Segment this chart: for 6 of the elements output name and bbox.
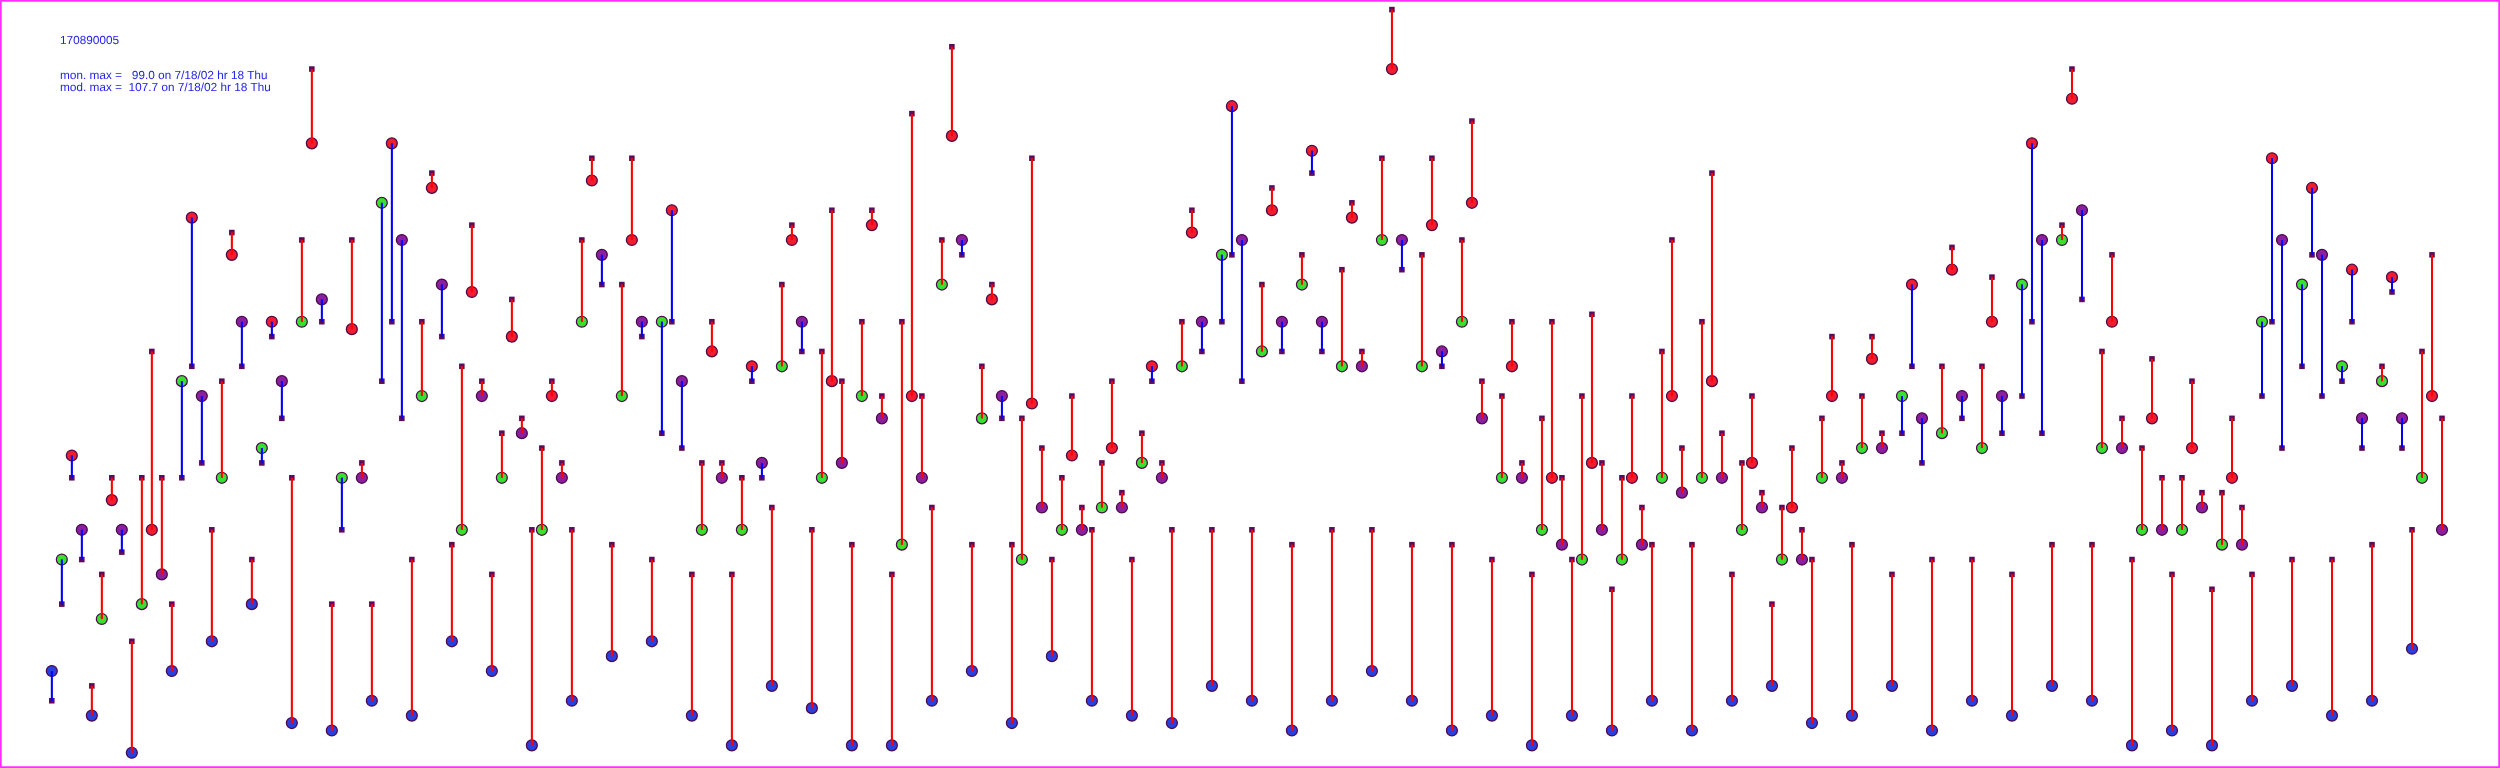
text: 170890005 <box>60 35 119 45</box>
candlestick <box>110 477 113 501</box>
annotation: mod. max = 107.7 on 7/18/02 hr 18 Thu <box>60 82 270 92</box>
candlestick <box>120 529 123 553</box>
annotation: mon. max = 99.0 on 7/18/02 hr 18 Thu <box>60 70 267 80</box>
candlestick <box>70 454 73 479</box>
